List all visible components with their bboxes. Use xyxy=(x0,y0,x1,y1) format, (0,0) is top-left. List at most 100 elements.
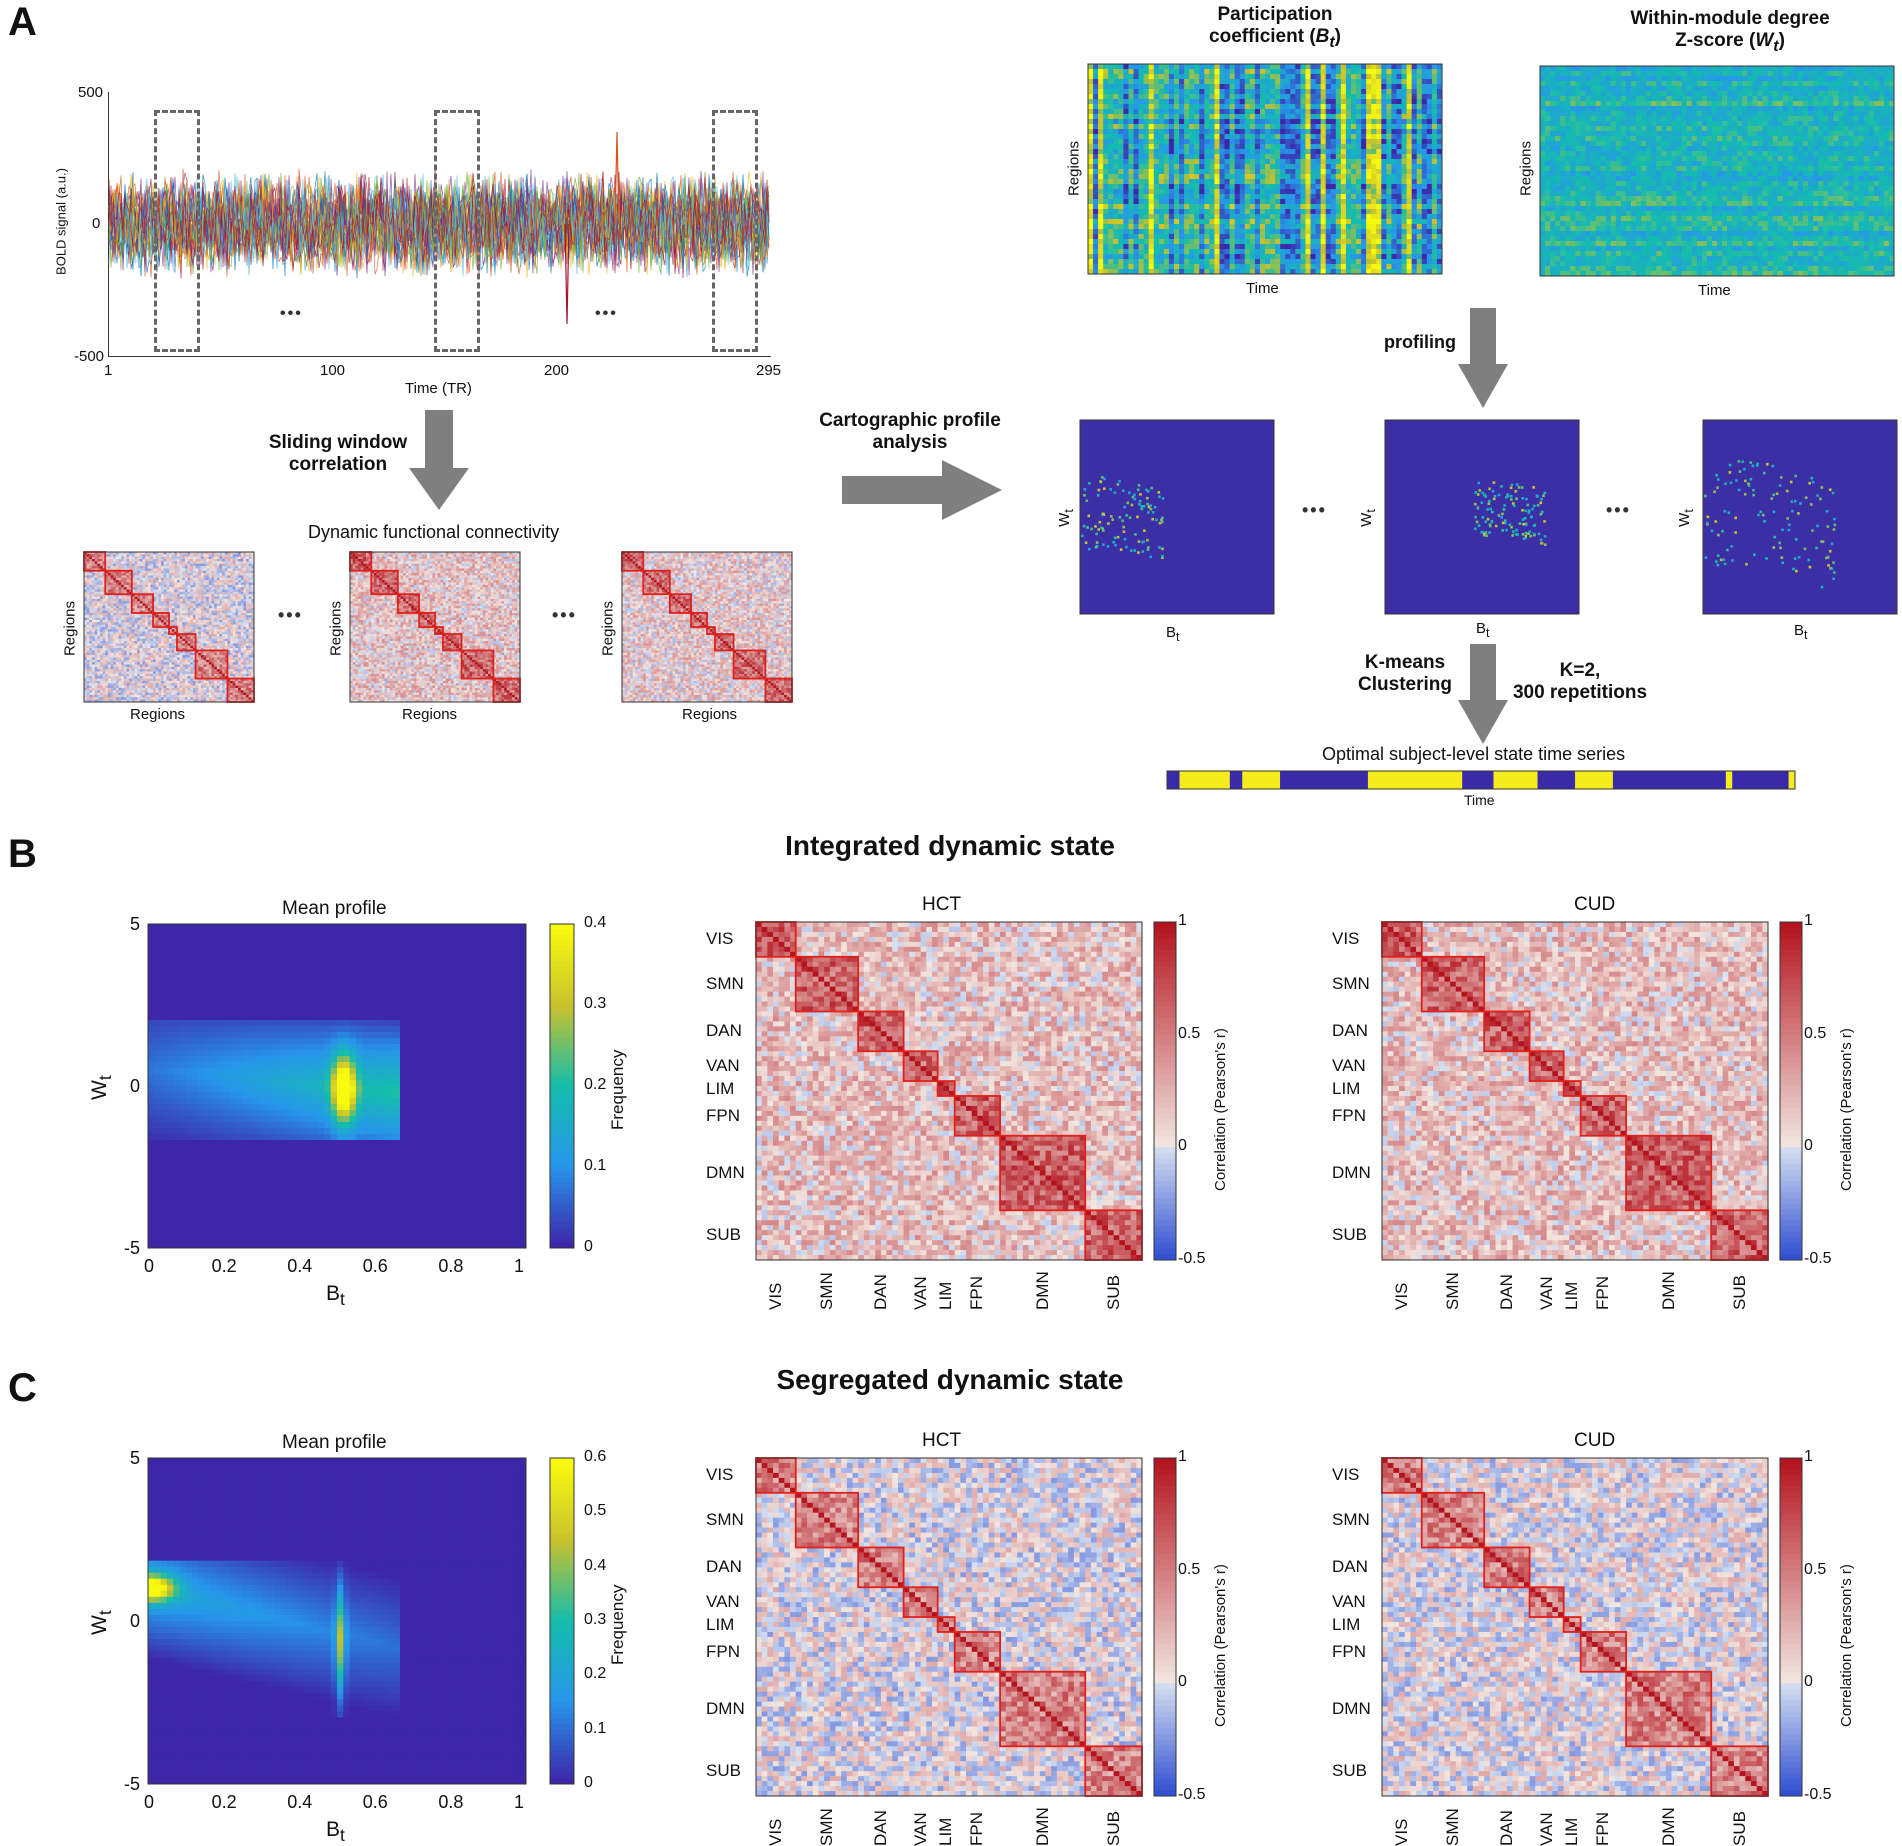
matrix-cell xyxy=(200,601,204,604)
matrix-cell xyxy=(89,680,93,684)
matrix-cell xyxy=(243,680,247,684)
matrix-cell xyxy=(474,577,478,581)
matrix-cell xyxy=(115,641,119,644)
matrix-cell xyxy=(131,671,135,675)
matrix-cell xyxy=(105,634,109,637)
matrix-cell xyxy=(413,552,417,555)
matrix-cell xyxy=(153,591,157,595)
matrix-cell xyxy=(118,671,122,675)
matrix-cell xyxy=(195,563,199,567)
matrix-cell xyxy=(113,587,117,590)
matrix-cell xyxy=(211,692,215,696)
matrix-cell xyxy=(161,638,164,642)
matrix-cell xyxy=(86,559,90,562)
matrix-cell xyxy=(184,556,188,560)
matrix-cell xyxy=(190,570,194,574)
matrix-cell xyxy=(179,610,183,614)
matrix-cell xyxy=(488,566,492,569)
matrix-cell xyxy=(222,631,226,635)
matrix-cell xyxy=(198,631,202,635)
matrix-cell xyxy=(379,570,383,574)
matrix-cell xyxy=(214,662,218,665)
matrix-cell xyxy=(84,617,87,621)
matrix-cell xyxy=(448,552,452,555)
matrix-cell xyxy=(113,566,117,569)
matrix-cell xyxy=(176,652,180,656)
matrix-cell xyxy=(86,671,90,675)
matrix-cell xyxy=(113,631,117,635)
matrix-cell xyxy=(107,552,111,555)
matrix-cell xyxy=(360,575,364,579)
matrix-cell xyxy=(211,559,215,562)
matrix-cell xyxy=(129,552,133,555)
matrix-cell xyxy=(411,552,415,555)
matrix-cell xyxy=(246,676,249,679)
matrix-cell xyxy=(182,645,186,649)
matrix-cell xyxy=(248,582,252,586)
matrix-cell xyxy=(121,601,125,604)
matrix-cell xyxy=(395,561,399,565)
matrix-cell xyxy=(461,561,465,565)
matrix-cell xyxy=(222,615,226,618)
matrix-cell xyxy=(155,589,159,593)
matrix-cell xyxy=(192,643,196,647)
matrix-cell xyxy=(145,643,149,647)
matrix-cell xyxy=(126,687,130,691)
matrix-cell xyxy=(442,559,446,562)
matrix-cell xyxy=(211,603,215,607)
matrix-cell xyxy=(208,627,212,630)
matrix-cell xyxy=(155,655,159,658)
matrix-cell xyxy=(86,652,90,656)
matrix-cell xyxy=(485,554,489,557)
matrix-cell xyxy=(472,554,476,557)
matrix-cell xyxy=(155,582,159,586)
matrix-cell xyxy=(235,699,239,703)
matrix-cell xyxy=(99,669,103,672)
matrix-cell xyxy=(166,575,170,579)
matrix-cell xyxy=(232,596,236,600)
matrix-cell xyxy=(123,622,127,625)
matrix-cell xyxy=(192,559,196,562)
matrix-cell xyxy=(248,652,252,656)
matrix-cell xyxy=(163,570,167,574)
matrix-cell xyxy=(480,570,484,574)
matrix-cell xyxy=(238,582,242,586)
matrix-cell xyxy=(171,664,175,668)
matrix-cell xyxy=(131,580,135,583)
matrix-cell xyxy=(129,687,133,691)
matrix-cell xyxy=(110,636,114,640)
matrix-cell xyxy=(163,612,167,616)
matrix-cell xyxy=(477,554,481,557)
matrix-cell xyxy=(118,612,122,616)
matrix-cell xyxy=(102,680,106,684)
matrix-cell xyxy=(243,683,247,686)
matrix-cell xyxy=(227,598,231,602)
matrix-cell xyxy=(155,596,159,600)
matrix-cell xyxy=(184,683,188,686)
matrix-cell xyxy=(126,631,130,635)
matrix-cell xyxy=(145,690,149,693)
matrix-cell xyxy=(107,617,111,621)
matrix-cell xyxy=(142,598,146,602)
matrix-cell xyxy=(400,577,404,581)
matrix-cell xyxy=(142,690,146,693)
matrix-cell xyxy=(208,563,212,567)
matrix-cell xyxy=(179,690,183,693)
matrix-cell xyxy=(118,687,122,691)
matrix-cell xyxy=(174,643,178,647)
matrix-cell xyxy=(150,631,154,635)
matrix-cell xyxy=(94,671,98,675)
matrix-cell xyxy=(222,608,226,611)
matrix-cell xyxy=(169,575,172,579)
matrix-cell xyxy=(405,563,409,567)
matrix-cell xyxy=(105,671,109,675)
matrix-cell xyxy=(166,608,170,611)
matrix-cell xyxy=(403,559,407,562)
matrix-cell xyxy=(219,594,223,597)
matrix-cell xyxy=(235,596,239,600)
matrix-cell xyxy=(235,587,239,590)
matrix-cell xyxy=(243,690,247,693)
matrix-cell xyxy=(118,582,122,586)
matrix-cell xyxy=(232,641,236,644)
matrix-cell xyxy=(227,690,231,693)
